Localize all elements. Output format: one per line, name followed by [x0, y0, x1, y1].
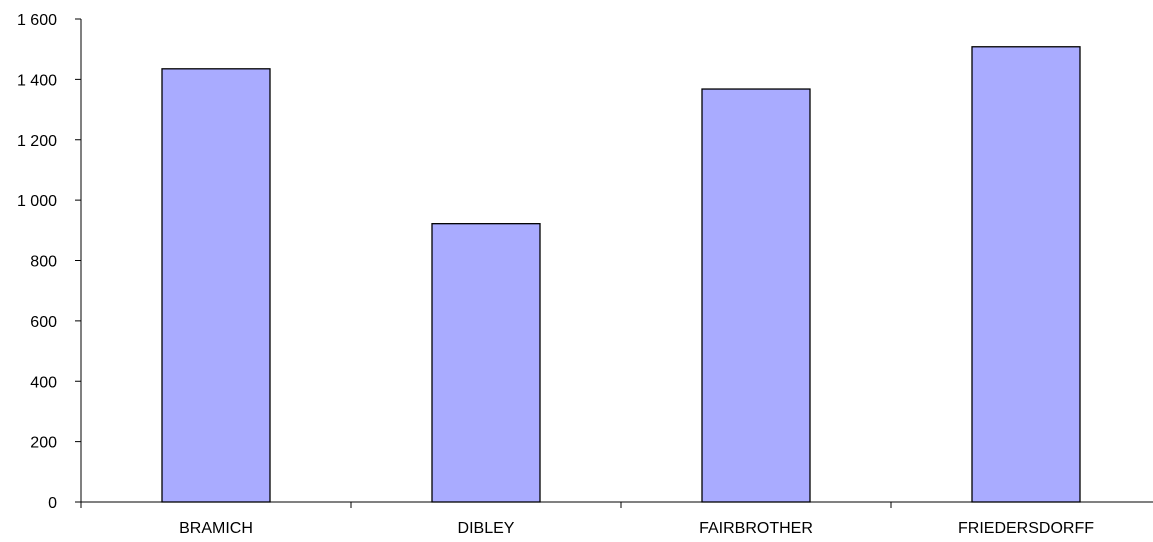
- y-tick-label: 1 000: [17, 193, 57, 210]
- x-tick-label: FRIEDERSDORFF: [958, 520, 1094, 537]
- bar-fairbrother: [701, 88, 811, 503]
- y-tick-label: 600: [30, 314, 57, 331]
- y-tick-label: 1 600: [17, 12, 57, 29]
- x-tick-label: FAIRBROTHER: [699, 520, 813, 537]
- x-tick-label: BRAMICH: [179, 520, 253, 537]
- y-tick-label: 1 200: [17, 133, 57, 150]
- bar-dibley: [431, 223, 541, 503]
- bar-bramich: [161, 68, 271, 503]
- y-axis: 0 200 400 600 800 1 000 1 200 1 400 1 600: [17, 12, 82, 512]
- y-tick-label: 400: [30, 374, 57, 391]
- x-tick-label: DIBLEY: [458, 520, 515, 537]
- bar-friedersdorff: [971, 46, 1081, 503]
- bars: [161, 46, 1081, 503]
- x-axis: BRAMICH DIBLEY FAIRBROTHER FRIEDERSDORFF: [80, 501, 1153, 537]
- y-tick-label: 800: [30, 254, 57, 271]
- y-tick-label: 0: [48, 495, 57, 512]
- y-tick-label: 1 400: [17, 72, 57, 89]
- y-tick-label: 200: [30, 435, 57, 452]
